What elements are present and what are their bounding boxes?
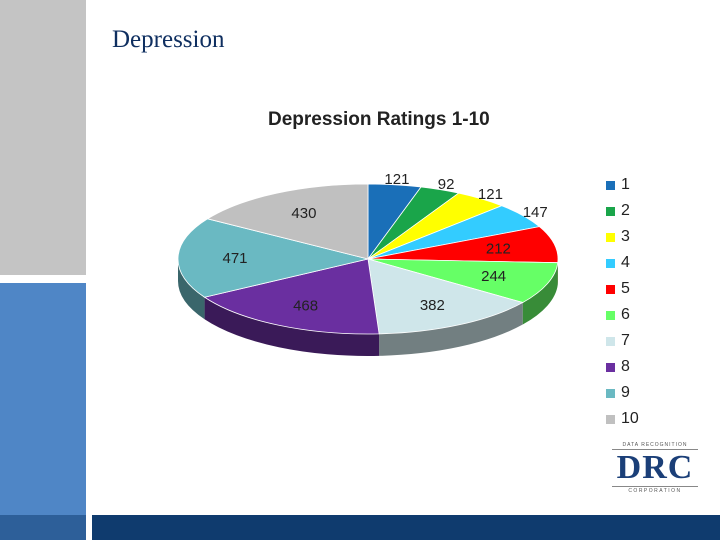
legend-label: 5 bbox=[621, 280, 630, 297]
data-label-2: 92 bbox=[438, 176, 455, 193]
drc-logo: DATA RECOGNITION DRC CORPORATION bbox=[612, 442, 698, 498]
legend-label: 3 bbox=[621, 228, 630, 245]
data-label-3: 121 bbox=[478, 186, 503, 203]
side-bar-top bbox=[0, 0, 86, 275]
legend-swatch bbox=[606, 206, 615, 216]
legend-swatch bbox=[606, 362, 615, 372]
pie-slice-5 bbox=[367, 226, 559, 264]
legend-item-10: 10 bbox=[606, 406, 639, 432]
legend-swatch bbox=[606, 414, 615, 424]
pie-slices bbox=[177, 183, 559, 335]
data-label-10: 430 bbox=[291, 205, 316, 222]
legend-item-3: 3 bbox=[606, 224, 639, 250]
legend-swatch bbox=[606, 388, 615, 398]
bottom-bar-left bbox=[0, 515, 86, 540]
data-label-7: 382 bbox=[420, 297, 445, 314]
legend-item-9: 9 bbox=[606, 380, 639, 406]
legend-label: 7 bbox=[621, 332, 630, 349]
legend-label: 9 bbox=[621, 384, 630, 401]
pie-slice-9 bbox=[177, 218, 369, 298]
side-bar-bottom bbox=[0, 283, 86, 515]
data-label-9: 471 bbox=[222, 250, 247, 267]
legend-item-6: 6 bbox=[606, 302, 639, 328]
pie-slice-6 bbox=[367, 258, 559, 303]
legend-label: 2 bbox=[621, 202, 630, 219]
pie-data-labels: 121 92 121 147 212 244 382 468 471 430 bbox=[222, 171, 547, 315]
legend-item-1: 1 bbox=[606, 172, 639, 198]
data-label-5: 212 bbox=[486, 241, 511, 258]
data-label-6: 244 bbox=[481, 268, 506, 285]
legend-swatch bbox=[606, 258, 615, 268]
logo-top-text: DATA RECOGNITION bbox=[612, 442, 698, 450]
legend-swatch bbox=[606, 284, 615, 294]
legend-label: 1 bbox=[621, 176, 630, 193]
data-label-8: 468 bbox=[293, 297, 318, 314]
chart-title: Depression Ratings 1-10 bbox=[268, 109, 490, 130]
data-label-1: 121 bbox=[384, 171, 409, 188]
data-label-4: 147 bbox=[523, 204, 548, 221]
legend-item-8: 8 bbox=[606, 354, 639, 380]
legend-item-4: 4 bbox=[606, 250, 639, 276]
bottom-bar bbox=[92, 515, 720, 540]
legend-label: 8 bbox=[621, 358, 630, 375]
legend-swatch bbox=[606, 336, 615, 346]
pie-side-9 bbox=[178, 259, 205, 320]
legend-item-2: 2 bbox=[606, 198, 639, 224]
chart-legend: 1 2 3 4 5 6 7 8 9 10 bbox=[606, 172, 639, 432]
pie-side-6 bbox=[522, 262, 558, 325]
pie-slice-10 bbox=[206, 183, 369, 260]
pie-slice-7 bbox=[367, 258, 524, 335]
pie-side-7 bbox=[379, 302, 523, 356]
legend-label: 4 bbox=[621, 254, 630, 271]
legend-swatch bbox=[606, 180, 615, 190]
legend-label: 10 bbox=[621, 410, 639, 427]
legend-item-5: 5 bbox=[606, 276, 639, 302]
legend-label: 6 bbox=[621, 306, 630, 323]
legend-item-7: 7 bbox=[606, 328, 639, 354]
page-title: Depression bbox=[112, 26, 225, 53]
logo-bottom-text: CORPORATION bbox=[612, 486, 698, 494]
logo-main-text: DRC bbox=[616, 449, 694, 486]
pie-slice-8 bbox=[203, 258, 380, 335]
pie-side-8 bbox=[204, 297, 380, 357]
legend-swatch bbox=[606, 310, 615, 320]
side-separator bbox=[86, 0, 88, 540]
legend-swatch bbox=[606, 232, 615, 242]
pie-side-walls bbox=[178, 259, 558, 357]
